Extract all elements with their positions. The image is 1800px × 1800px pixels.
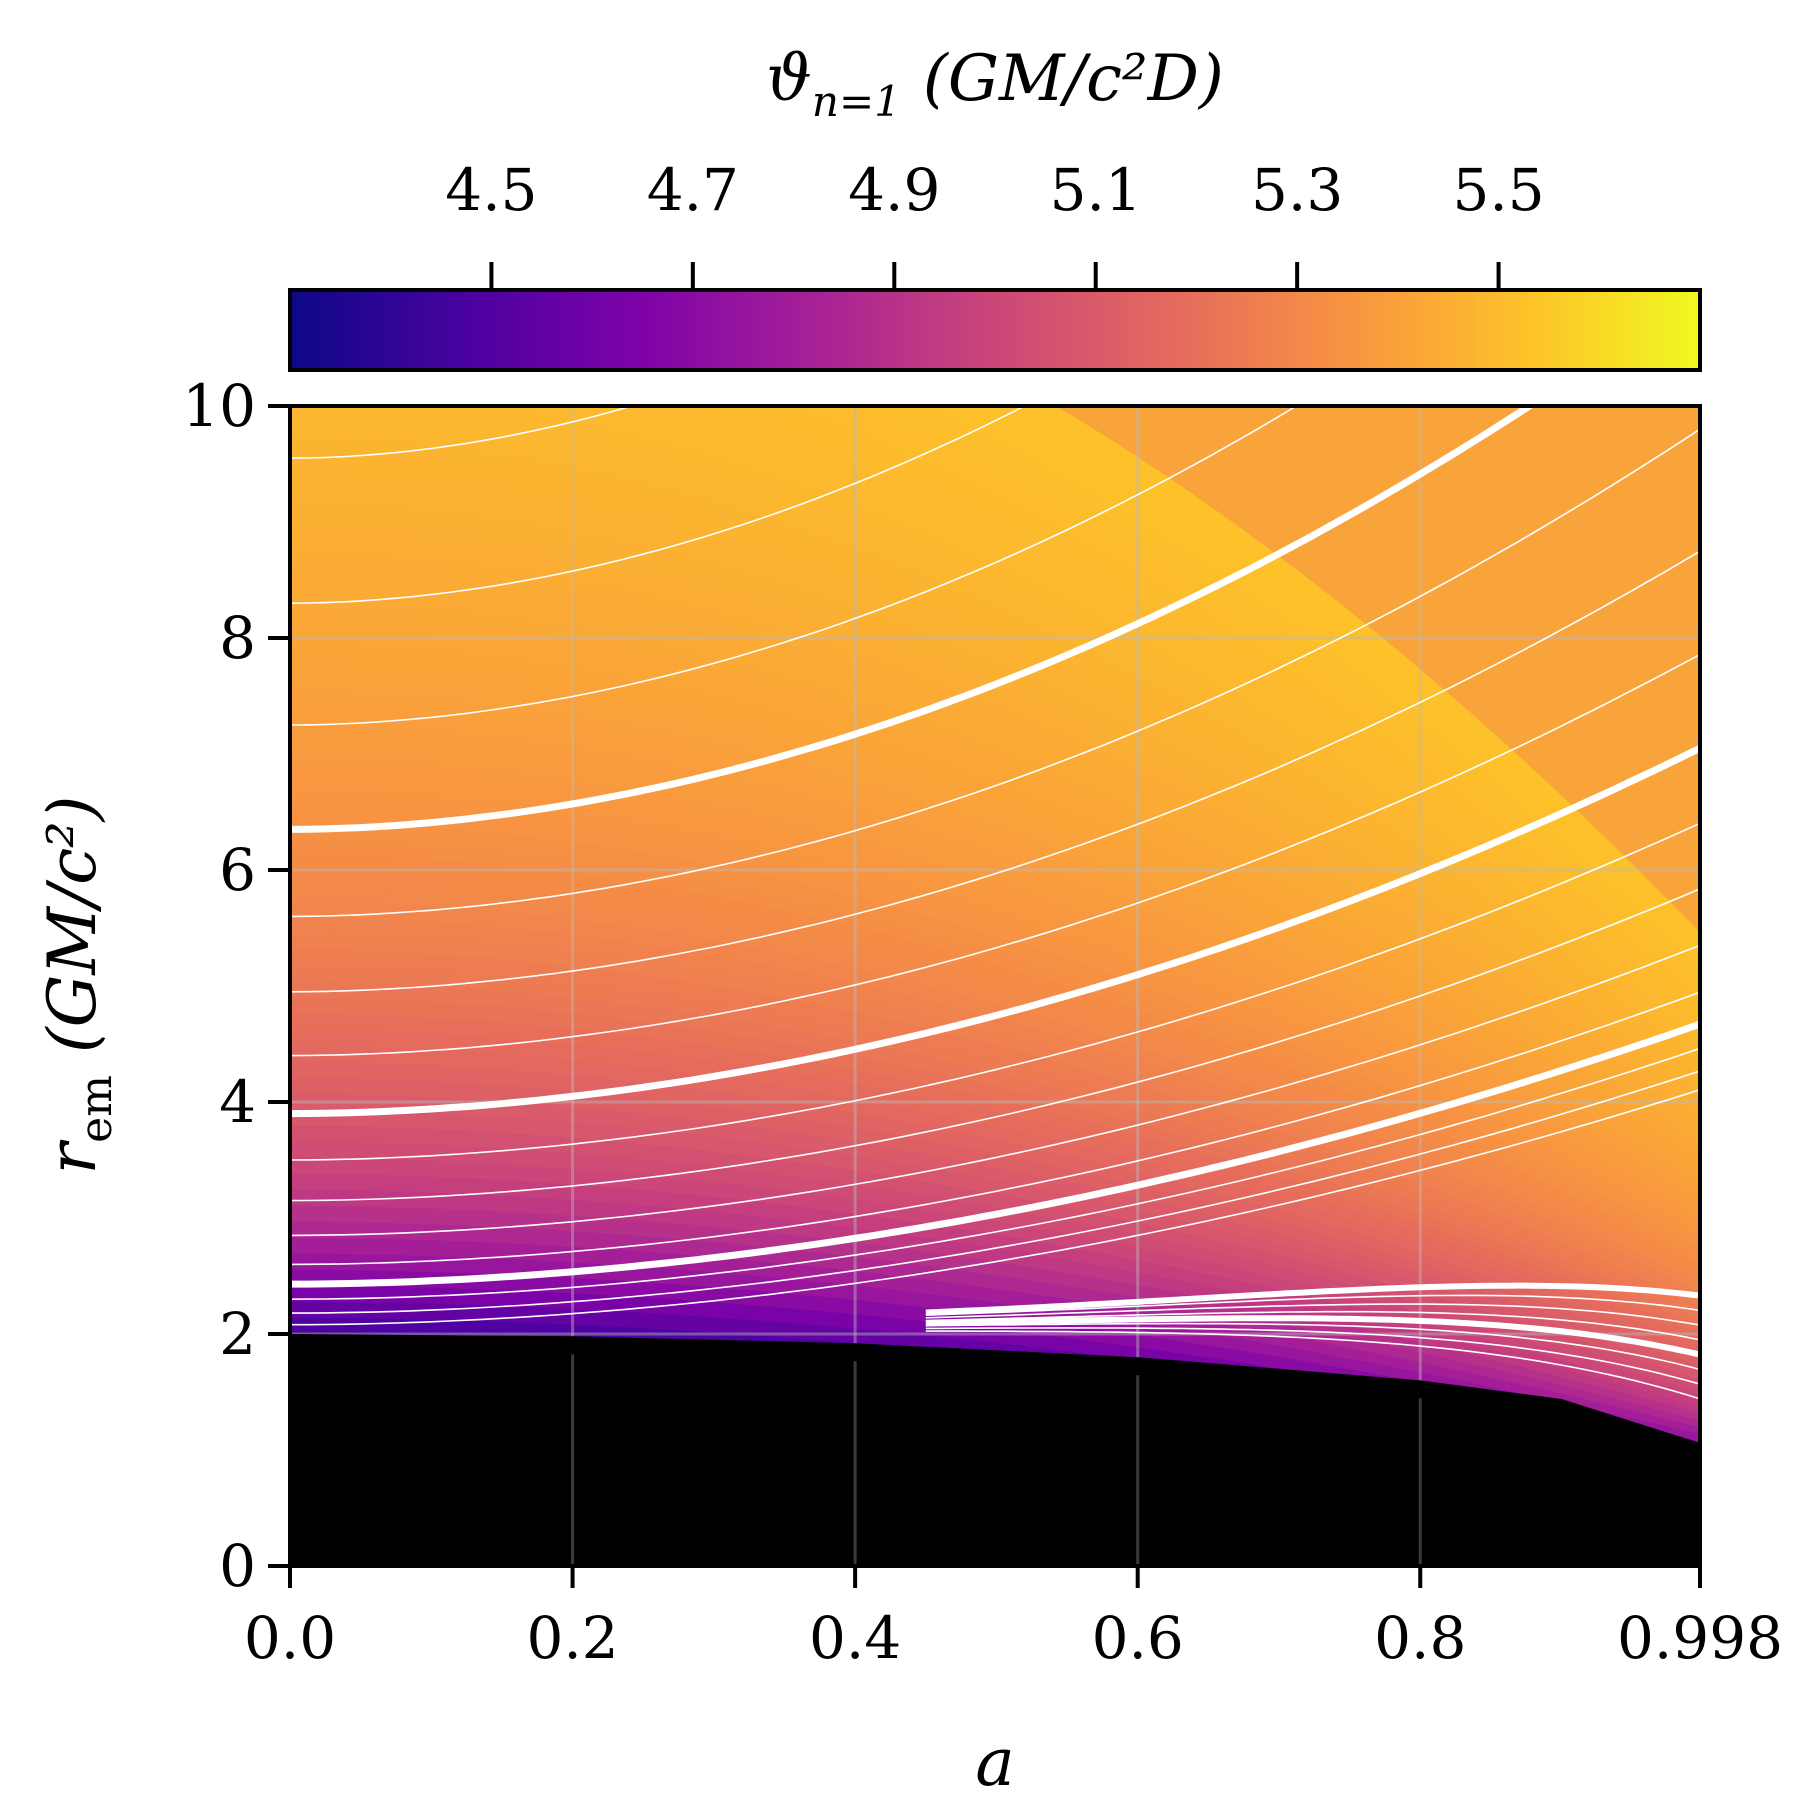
contour-line-major [290, 745, 1700, 1118]
plot-frame [288, 404, 1702, 1568]
contour-line-major [290, 406, 1536, 833]
x-tick-label: 0.2 [526, 1604, 618, 1672]
x-tick-label: 0.8 [1374, 1604, 1466, 1672]
contour-line [290, 888, 1700, 1202]
x-tick-label: 0.998 [1617, 1604, 1783, 1672]
y-tick-label: 10 [182, 372, 256, 440]
colorbar-tick-label: 5.5 [1452, 156, 1544, 224]
contour-lines [290, 406, 1700, 1400]
mask-grid-lines [571, 1354, 1422, 1566]
contour-line [925, 1282, 1700, 1316]
contour-line [925, 1330, 1700, 1400]
x-axis-ticks: 0.0 0.2 0.4 0.6 0.8 0.998 [244, 1566, 1783, 1672]
colorbar-tick-label: 4.5 [445, 156, 537, 224]
contour-line [290, 1070, 1700, 1314]
y-tick-label: 2 [219, 1300, 256, 1368]
colorbar-tick-label: 5.1 [1050, 156, 1142, 224]
x-axis-label: a [975, 1724, 1014, 1800]
contour-line [925, 1310, 1700, 1341]
y-axis-label-sub: em [71, 1075, 122, 1143]
y-axis-label-unit: (GM/c²) [34, 796, 111, 1053]
colorbar-label: ϑn=1 (GM/c²D) [766, 42, 1224, 126]
contour-line [290, 822, 1700, 1161]
y-tick-label: 8 [219, 604, 256, 672]
colorbar-tick-label: 4.7 [647, 156, 739, 224]
contour-line [290, 406, 635, 459]
contour-line-major [290, 1020, 1700, 1288]
contour-line [290, 1088, 1700, 1326]
contour-line [290, 944, 1700, 1237]
contour-line [290, 653, 1700, 1057]
y-axis-label-main: r [34, 1139, 111, 1174]
colorbar: 4.5 4.7 4.9 5.1 5.3 5.5 ϑn=1 (GM/c²D) [288, 42, 1702, 372]
contour-line [925, 1303, 1700, 1326]
contour-line [925, 1315, 1700, 1358]
x-tick-label: 0.4 [809, 1604, 901, 1672]
contour-line [290, 406, 1298, 726]
colorbar-tick-label: 4.9 [848, 156, 940, 224]
colorbar-ticks: 4.5 4.7 4.9 5.1 5.3 5.5 [445, 156, 1545, 290]
plot-area: 0.0 0.2 0.4 0.6 0.8 0.998 0 2 4 6 8 10 a rem (GM/c²… [34, 372, 1783, 1800]
y-tick-label: 4 [219, 1068, 256, 1136]
contour-line [290, 550, 1700, 993]
colorbar-tick-label: 5.3 [1251, 156, 1343, 224]
x-tick-label: 0.0 [244, 1604, 336, 1672]
colorbar-label-sub: n=1 [812, 77, 901, 126]
horizon-mask [290, 1334, 1700, 1566]
y-axis-label: rem (GM/c²) [34, 796, 122, 1175]
x-tick-label: 0.6 [1092, 1604, 1184, 1672]
y-axis-ticks: 0 2 4 6 8 10 [182, 372, 290, 1600]
contour-line [290, 428, 1700, 918]
contour-line [925, 1322, 1700, 1371]
contour-line [290, 406, 1027, 604]
contour-line [925, 1327, 1700, 1385]
colorbar-label-main: ϑ [766, 42, 812, 116]
y-tick-label: 6 [219, 836, 256, 904]
contour-line [290, 991, 1700, 1266]
colorbar-gradient [288, 288, 1702, 372]
y-tick-label: 0 [219, 1532, 256, 1600]
contour-line [290, 1047, 1700, 1300]
contour-line [925, 1294, 1700, 1316]
colorbar-label-unit: (GM/c²D) [923, 42, 1224, 116]
